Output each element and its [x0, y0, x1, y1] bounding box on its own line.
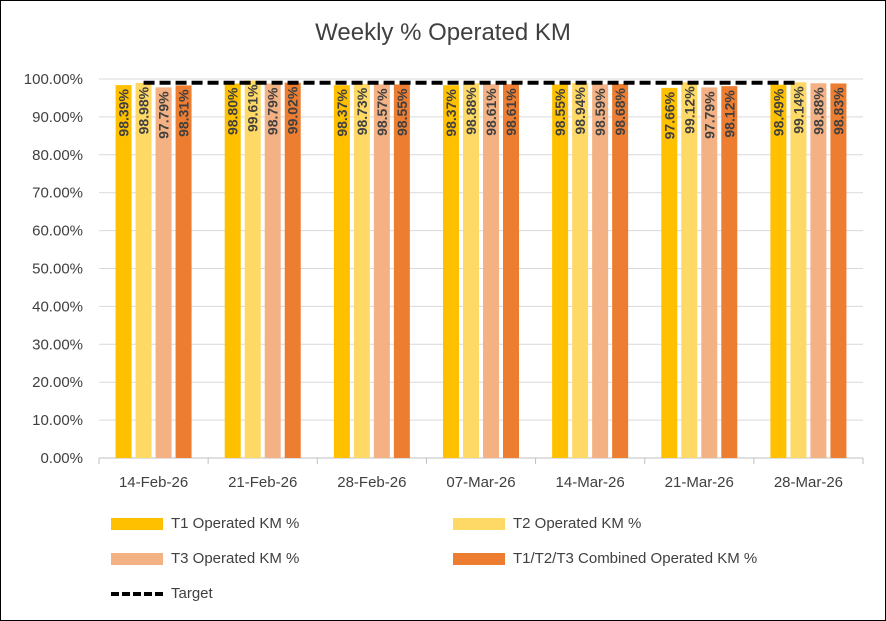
- data-label: 98.61%: [483, 88, 499, 136]
- x-tick-label: 28-Mar-26: [774, 474, 843, 491]
- data-label: 98.55%: [394, 88, 410, 136]
- bar: [721, 86, 738, 459]
- bar: [572, 83, 589, 459]
- data-label: 98.98%: [136, 86, 152, 134]
- data-label: 97.66%: [661, 91, 677, 139]
- bar: [552, 84, 569, 459]
- bar: [483, 84, 499, 458]
- data-label: 98.88%: [463, 87, 479, 135]
- data-label: 98.37%: [443, 89, 459, 137]
- data-label: 98.12%: [721, 90, 737, 138]
- x-tick-label: 21-Mar-26: [665, 474, 734, 491]
- y-tick-label: 50.00%: [32, 261, 83, 278]
- data-label: 98.49%: [770, 88, 786, 136]
- bar: [503, 84, 519, 458]
- data-label: 99.02%: [285, 86, 301, 134]
- bar: [393, 84, 410, 459]
- bar: [115, 85, 132, 458]
- bar: [155, 87, 172, 458]
- bar: [135, 82, 152, 459]
- data-label: 98.59%: [592, 88, 608, 136]
- bar: [463, 83, 479, 458]
- y-tick-label: 0.00%: [40, 450, 83, 467]
- data-label: 97.79%: [156, 91, 172, 139]
- y-tick-label: 90.00%: [32, 109, 83, 126]
- data-label: 98.31%: [176, 89, 192, 137]
- bar: [770, 84, 787, 458]
- data-label: 98.80%: [225, 87, 241, 135]
- bar: [612, 84, 629, 458]
- data-label: 98.57%: [374, 88, 390, 136]
- data-label: 99.14%: [790, 86, 806, 134]
- data-label: 97.79%: [701, 91, 717, 139]
- y-tick-label: 100.00%: [24, 71, 83, 88]
- data-label: 99.61%: [245, 84, 261, 132]
- data-label: 98.94%: [572, 86, 588, 134]
- bar: [790, 82, 807, 458]
- y-tick-label: 80.00%: [32, 147, 83, 164]
- bar: [592, 84, 609, 458]
- data-label: 98.79%: [265, 87, 281, 135]
- bar: [373, 84, 390, 458]
- data-label: 98.61%: [503, 88, 519, 136]
- data-label: 98.83%: [830, 87, 846, 135]
- bar: [284, 82, 301, 458]
- bar: [244, 80, 261, 459]
- x-tick-label: 07-Mar-26: [446, 474, 515, 491]
- y-tick-label: 70.00%: [32, 185, 83, 202]
- bar: [810, 83, 827, 458]
- x-tick-label: 21-Feb-26: [228, 474, 297, 491]
- bar: [175, 85, 192, 459]
- data-label: 98.68%: [612, 87, 628, 135]
- bar: [353, 83, 370, 459]
- bar: [333, 85, 350, 458]
- data-label: 98.39%: [116, 89, 132, 137]
- x-tick-label: 28-Feb-26: [337, 474, 406, 491]
- data-label: 98.73%: [354, 87, 370, 135]
- bar: [830, 83, 847, 459]
- x-tick-label: 14-Mar-26: [556, 474, 625, 491]
- bar: [701, 87, 718, 458]
- chart-title: Weekly % Operated KM: [315, 19, 571, 46]
- bar: [264, 83, 281, 458]
- y-tick-label: 10.00%: [32, 412, 83, 429]
- y-tick-label: 20.00%: [32, 374, 83, 391]
- data-label: 99.12%: [681, 86, 697, 134]
- bar: [681, 82, 698, 458]
- bar: [661, 87, 678, 459]
- data-label: 98.88%: [810, 87, 826, 135]
- y-tick-label: 60.00%: [32, 223, 83, 240]
- data-label: 98.55%: [552, 88, 568, 136]
- y-tick-label: 30.00%: [32, 336, 83, 353]
- data-label: 98.37%: [334, 89, 350, 137]
- x-tick-label: 14-Feb-26: [119, 474, 188, 491]
- y-tick-label: 40.00%: [32, 298, 83, 315]
- bar: [443, 85, 459, 458]
- bar: [224, 83, 241, 458]
